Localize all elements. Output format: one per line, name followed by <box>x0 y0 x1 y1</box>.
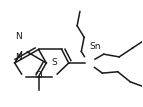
Text: Sn: Sn <box>90 42 101 51</box>
Text: N: N <box>15 53 22 62</box>
Text: Cl: Cl <box>34 71 43 80</box>
Text: S: S <box>52 58 57 67</box>
Text: N: N <box>15 32 22 41</box>
